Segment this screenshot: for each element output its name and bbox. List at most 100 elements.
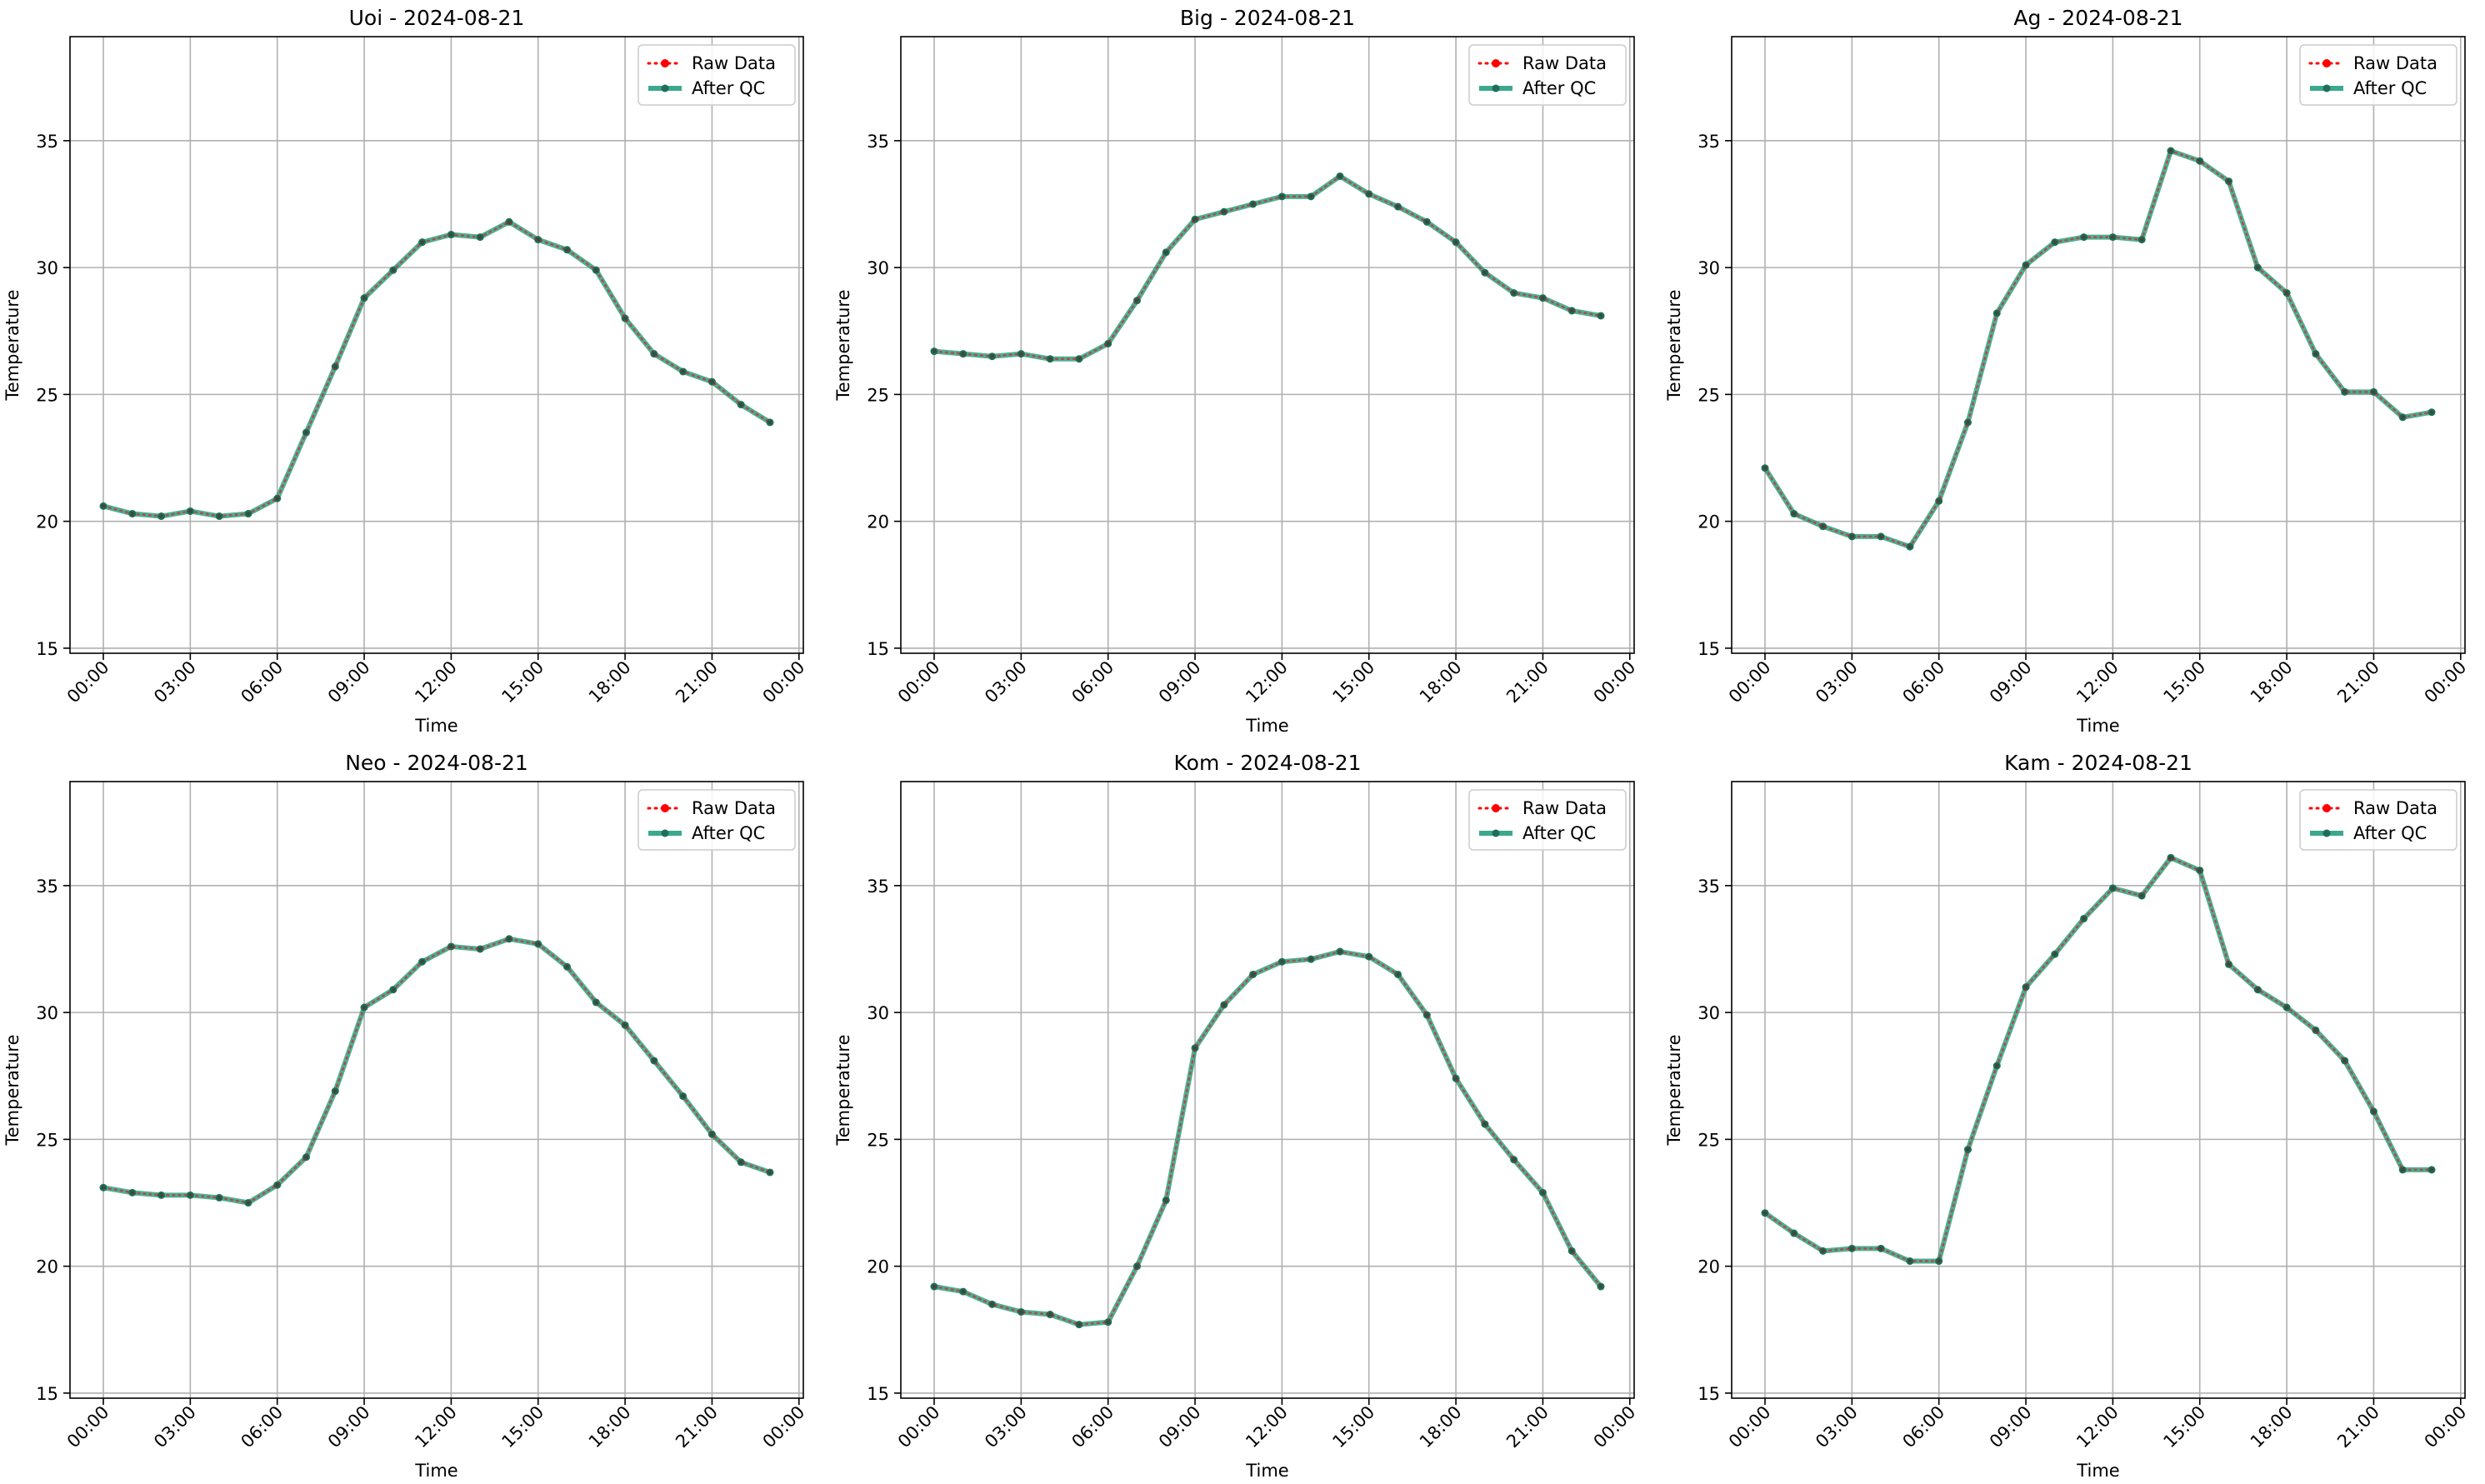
raw-data-point	[1878, 534, 1883, 539]
raw-data-point	[2372, 1109, 2376, 1114]
raw-data-point	[2023, 262, 2028, 267]
legend-label-qc: After QC	[692, 78, 765, 98]
raw-data-point	[1792, 512, 1797, 516]
raw-data-point	[1192, 217, 1198, 222]
raw-data-point	[478, 235, 482, 239]
x-tick-label: 00:00	[63, 657, 113, 707]
raw-data-point	[1367, 192, 1372, 197]
x-tick-label: 06:00	[1898, 1402, 1948, 1452]
x-tick-label: 12:00	[1242, 1402, 1292, 1452]
raw-data-series-line	[102, 220, 772, 517]
x-tick-label: 06:00	[237, 1402, 287, 1452]
subplot-6: Kam - 2024-08-21 15 20 25 30 35 00:00 03:00 06:0…	[1664, 751, 2470, 1481]
y-tick-label: 35	[1698, 877, 1720, 897]
raw-data-point	[565, 247, 569, 252]
raw-data-point	[1849, 534, 1854, 539]
y-tick-label: 20	[1698, 512, 1720, 532]
raw-data-point	[1598, 1284, 1603, 1289]
raw-data-point	[1018, 1310, 1023, 1314]
raw-data-point	[1821, 524, 1825, 529]
raw-data-point	[1849, 1246, 1854, 1251]
subplot-title: Neo - 2024-08-21	[345, 751, 528, 775]
legend-label-raw: Raw Data	[2353, 53, 2438, 73]
raw-data-point	[420, 959, 425, 964]
x-tick-label: 00:00	[63, 1402, 113, 1452]
raw-data-point	[246, 512, 251, 516]
x-tick-label: 03:00	[981, 1402, 1031, 1452]
raw-data-point	[622, 1022, 628, 1027]
legend-raw-marker	[1492, 804, 1500, 812]
raw-data-point	[159, 514, 163, 518]
raw-data-point	[961, 1289, 966, 1294]
x-axis-label: Time	[414, 716, 458, 736]
legend-label-raw: Raw Data	[1522, 53, 1607, 73]
raw-data-point	[681, 1094, 686, 1099]
x-tick-label: 18:00	[585, 657, 635, 707]
raw-data-point	[2198, 868, 2202, 872]
x-axis-label: Time	[1245, 1461, 1288, 1481]
legend-label-qc: After QC	[1522, 823, 1596, 843]
raw-data-point	[2052, 952, 2058, 957]
x-tick-label: 18:00	[2247, 1402, 2297, 1452]
raw-data-point	[1541, 296, 1545, 301]
raw-data-point	[2342, 389, 2348, 394]
raw-data-point	[1135, 298, 1139, 303]
after-qc-series-line	[1762, 148, 2432, 550]
x-tick-label: 03:00	[150, 657, 200, 707]
legend: Raw Data After QC	[2299, 44, 2458, 106]
raw-data-point	[159, 1192, 163, 1197]
x-axis-label: Time	[2076, 1461, 2119, 1481]
raw-data-point	[1106, 342, 1111, 346]
raw-data-point	[1792, 1231, 1797, 1236]
legend-qc-marker	[661, 829, 669, 837]
legend-qc-marker	[2322, 84, 2331, 92]
raw-data-point	[1396, 204, 1400, 209]
raw-data-point	[275, 496, 280, 501]
raw-data-point	[304, 1155, 308, 1160]
x-tick-label: 00:00	[1725, 1402, 1775, 1452]
raw-data-point	[2110, 235, 2115, 239]
legend: Raw Data After QC	[2299, 789, 2458, 851]
raw-data-point	[593, 267, 598, 272]
x-tick-label: 15:00	[2160, 657, 2210, 707]
raw-data-point	[2227, 179, 2231, 183]
raw-data-point	[2139, 237, 2144, 242]
legend-raw-marker	[2322, 804, 2331, 812]
x-tick-label: 15:00	[1329, 1402, 1379, 1452]
y-tick-label: 15	[36, 1384, 58, 1404]
raw-data-point	[1937, 1259, 1942, 1263]
raw-data-point	[1424, 219, 1429, 224]
raw-data-point	[130, 512, 135, 516]
raw-data-point	[2372, 389, 2376, 394]
y-axis-label: Temperature	[833, 289, 853, 401]
raw-data-point	[1424, 1012, 1429, 1017]
raw-data-point	[622, 316, 628, 321]
legend-label-raw: Raw Data	[692, 798, 776, 818]
legend-label-raw: Raw Data	[1522, 798, 1607, 818]
raw-data-point	[304, 430, 308, 435]
x-tick-label: 15:00	[498, 657, 548, 707]
y-axis-label: Temperature	[833, 1034, 853, 1146]
y-axis-label: Temperature	[1664, 1034, 1684, 1146]
x-tick-label: 06:00	[1068, 1402, 1118, 1452]
raw-data-point	[448, 232, 453, 237]
raw-data-point	[1222, 1002, 1227, 1007]
x-tick-label: 15:00	[498, 1402, 548, 1452]
x-tick-label: 03:00	[1812, 657, 1862, 707]
raw-data-point	[1308, 194, 1313, 199]
raw-data-point	[1018, 352, 1023, 357]
raw-data-point	[961, 352, 966, 357]
x-axis-label: Time	[1245, 716, 1288, 736]
x-tick-label: 15:00	[1329, 657, 1379, 707]
raw-data-point	[332, 364, 338, 369]
y-tick-label: 25	[867, 1130, 889, 1150]
raw-data-point	[101, 503, 106, 508]
raw-data-point	[768, 1170, 772, 1175]
y-axis-label: Temperature	[1664, 289, 1684, 401]
raw-data-point	[738, 1160, 743, 1165]
raw-data-point	[2342, 1058, 2348, 1063]
raw-data-point	[593, 1000, 598, 1005]
legend-raw-marker	[2322, 59, 2331, 67]
x-tick-label: 06:00	[237, 657, 287, 707]
raw-data-point	[710, 379, 714, 384]
